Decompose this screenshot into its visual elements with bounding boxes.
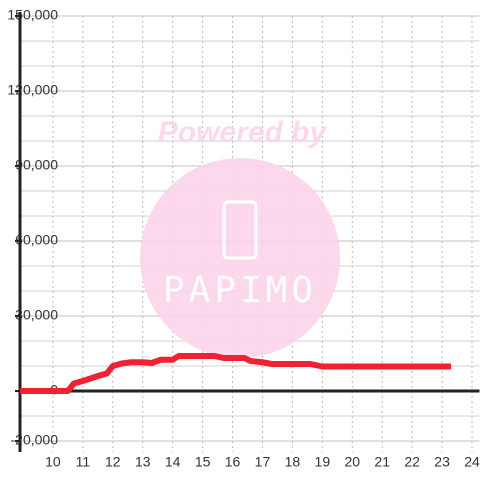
x-tick-label: 21: [374, 454, 390, 470]
y-tick-label: 30,000: [15, 307, 58, 323]
y-tick-label: 60,000: [15, 232, 58, 248]
x-tick-label: 15: [195, 454, 211, 470]
x-tick-label: 12: [105, 454, 121, 470]
watermark-logo: PAPIMO: [163, 270, 317, 311]
x-tick-label: 16: [225, 454, 241, 470]
y-tick-label: 90,000: [15, 157, 58, 173]
watermark-phone: [222, 200, 258, 260]
x-tick-label: 19: [315, 454, 331, 470]
y-tick-label: 150,000: [7, 7, 58, 23]
x-tick-label: 24: [464, 454, 480, 470]
x-tick-label: 11: [76, 454, 91, 470]
x-tick-label: 23: [434, 454, 450, 470]
x-tick-label: 18: [285, 454, 301, 470]
x-tick-label: 22: [404, 454, 420, 470]
x-tick-label: 20: [344, 454, 360, 470]
y-tick-label: 120,000: [7, 82, 58, 98]
data-line: [20, 353, 452, 394]
x-tick-label: 17: [255, 454, 271, 470]
x-tick-label: 14: [165, 454, 181, 470]
x-tick-label: 13: [135, 454, 151, 470]
watermark: Powered by PAPIMO: [140, 116, 340, 358]
x-tick-label: 10: [45, 454, 61, 470]
y-tick-label: -20,000: [11, 432, 59, 448]
watermark-text: Powered by: [158, 116, 328, 149]
